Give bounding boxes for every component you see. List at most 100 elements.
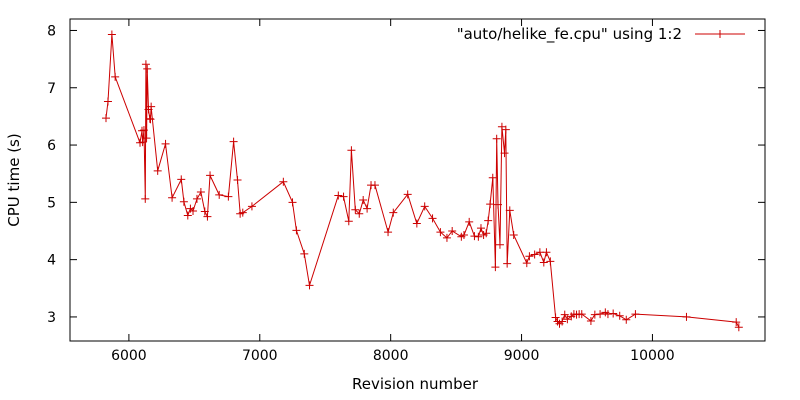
data-point-marker	[412, 219, 421, 228]
data-point-marker	[146, 115, 155, 124]
data-point-marker	[179, 197, 188, 206]
data-point-marker	[196, 188, 205, 197]
data-point-marker	[141, 194, 150, 203]
data-point-marker	[344, 217, 353, 226]
x-tick-label: 10000	[630, 348, 675, 364]
data-point-marker	[203, 212, 212, 221]
data-point-marker	[370, 181, 379, 190]
data-point-marker	[292, 226, 301, 235]
y-tick-label: 8	[47, 23, 56, 39]
data-point-marker	[732, 318, 741, 327]
x-tick-label: 8000	[373, 348, 409, 364]
data-point-marker	[436, 228, 445, 237]
data-point-marker	[142, 134, 151, 143]
data-point-marker	[546, 257, 555, 266]
data-point-marker	[428, 214, 437, 223]
data-point-marker	[596, 310, 605, 319]
data-point-marker	[389, 208, 398, 217]
data-point-marker	[384, 228, 393, 237]
data-point-marker	[492, 134, 501, 143]
data-point-marker	[363, 204, 372, 213]
data-point-marker	[501, 125, 510, 134]
data-point-marker	[622, 315, 631, 324]
data-point-marker	[153, 166, 162, 175]
data-point-marker	[137, 126, 146, 135]
data-point-marker	[476, 224, 485, 233]
data-point-marker	[551, 313, 560, 322]
data-point-marker	[459, 231, 468, 240]
data-point-marker	[448, 226, 457, 235]
data-point-marker	[189, 206, 198, 215]
x-tick-label: 7000	[242, 348, 278, 364]
data-point-marker	[339, 192, 348, 201]
data-point-marker	[177, 175, 186, 184]
data-point-marker	[734, 323, 743, 332]
data-point-marker	[465, 217, 474, 226]
data-point-marker	[107, 30, 116, 39]
data-point-marker	[138, 138, 147, 147]
data-point-marker	[111, 72, 120, 81]
y-tick-label: 5	[47, 195, 56, 211]
data-point-marker	[224, 192, 233, 201]
data-point-marker	[192, 194, 201, 203]
data-point-marker	[161, 139, 170, 148]
data-point-marker	[200, 207, 209, 216]
legend-label: "auto/helike_fe.cpu" using 1:2	[457, 25, 682, 44]
x-axis: 6000 7000 8000 9000 10000	[111, 19, 675, 364]
data-point-marker	[141, 60, 150, 69]
data-point-marker	[351, 205, 360, 214]
data-point-marker	[147, 102, 156, 111]
data-point-marker	[542, 248, 551, 257]
data-point-marker	[577, 310, 586, 319]
data-point-marker	[522, 259, 531, 268]
y-axis: 3 4 5 6 7 8	[47, 23, 765, 326]
data-point-marker	[530, 250, 539, 259]
legend-marker	[716, 30, 724, 38]
x-tick-label: 9000	[504, 348, 540, 364]
data-point-marker	[682, 312, 691, 321]
data-point-marker	[590, 310, 599, 319]
data-point-marker	[143, 64, 152, 73]
x-tick-label: 6000	[111, 348, 147, 364]
data-point-marker	[247, 202, 256, 211]
data-point-marker	[716, 30, 724, 38]
data-point-marker	[403, 190, 412, 199]
data-point-marker	[493, 200, 502, 209]
data-point-marker	[442, 233, 451, 242]
data-point-marker	[615, 311, 624, 320]
data-point-marker	[609, 309, 618, 318]
data-point-marker	[305, 281, 314, 290]
plot-frame	[69, 18, 766, 342]
data-point-marker	[334, 191, 343, 200]
data-point-marker	[215, 190, 224, 199]
y-tick-label: 4	[47, 253, 56, 269]
series-line	[105, 34, 740, 328]
data-point-marker	[288, 198, 297, 207]
y-tick-label: 6	[47, 138, 56, 154]
y-tick-label: 7	[47, 81, 56, 97]
data-point-marker	[558, 317, 567, 326]
data-point-marker	[631, 310, 640, 319]
data-point-marker	[503, 259, 512, 268]
data-point-marker	[484, 216, 493, 225]
data-point-marker	[491, 263, 500, 272]
data-point-marker	[359, 196, 368, 205]
data-point-marker	[183, 211, 192, 220]
data-point-marker	[233, 176, 242, 184]
data-point-marker	[603, 310, 612, 319]
data-point-marker	[229, 137, 238, 146]
x-axis-title: Revision number	[352, 375, 479, 393]
data-point-marker	[486, 200, 495, 209]
data-point-marker	[560, 310, 569, 319]
data-point-marker	[500, 149, 509, 158]
data-point-marker	[355, 209, 364, 218]
data-point-marker	[101, 114, 110, 123]
data-point-marker	[509, 231, 518, 240]
series-layer	[101, 30, 743, 332]
data-point-marker	[505, 206, 514, 215]
data-point-marker	[145, 114, 154, 123]
data-point-marker	[525, 252, 534, 261]
data-point-marker	[206, 171, 215, 180]
data-point-marker	[347, 146, 356, 155]
